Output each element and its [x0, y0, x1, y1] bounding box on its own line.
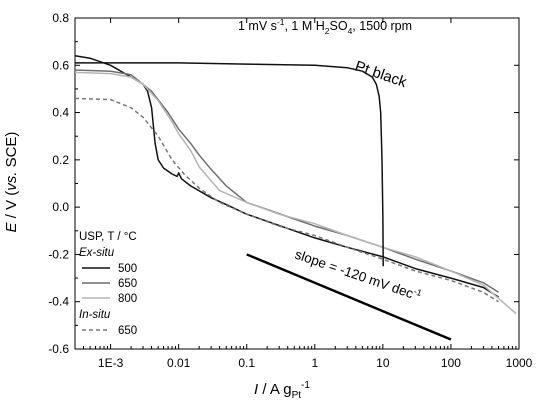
y-tick-label: -0.2	[48, 247, 69, 261]
x-tick-label: 0.01	[167, 356, 191, 370]
series-line-in-situ-650	[74, 97, 499, 303]
x-tick-label: 1000	[506, 356, 533, 370]
x-tick-label: 0.1	[238, 356, 255, 370]
x-tick-label: 100	[441, 356, 461, 370]
y-tick-label: 0.8	[52, 11, 69, 25]
legend-group-in-situ: In-situ	[79, 309, 111, 321]
y-tick-label: 0.4	[52, 106, 69, 120]
legend-label-650: 650	[118, 278, 137, 290]
plot-area: -0.6 -0.4 -0.2 0.0 0.2 0.4 0.6 0.8 1E-3 0.01 0.1 1 1…	[48, 11, 532, 370]
conditions-label: 1 mV s-1, 1 M H2SO4, 1500 rpm	[238, 17, 412, 36]
x-axis-title: I / A gPt-1	[254, 380, 310, 401]
slope-reference-line	[246, 253, 452, 341]
y-tick-label: 0.0	[52, 200, 69, 214]
x-tick-label: 10	[376, 356, 390, 370]
legend-label-500: 500	[118, 263, 137, 275]
legend: USP, T / °C Ex-situ 500 650 800 In-situ …	[79, 231, 137, 337]
series-line-ex-situ-800	[74, 71, 517, 315]
y-tick-label: -0.6	[48, 342, 69, 356]
y-axis-title: E / V (vs. SCE)	[3, 132, 20, 233]
series-line-pt-black	[75, 62, 384, 267]
legend-label-650-in-situ: 650	[118, 325, 137, 337]
series-line-ex-situ-650	[74, 69, 499, 293]
y-tick-label: -0.4	[48, 295, 69, 309]
x-tick-label: 1	[311, 356, 318, 370]
legend-label-800: 800	[118, 293, 137, 305]
y-tick-label: 0.2	[52, 153, 69, 167]
legend-title: USP, T / °C	[79, 231, 137, 243]
y-tick-label: 0.6	[52, 58, 69, 72]
x-tick-label: 1E-3	[98, 356, 124, 370]
legend-group-ex-situ: Ex-situ	[79, 247, 115, 259]
